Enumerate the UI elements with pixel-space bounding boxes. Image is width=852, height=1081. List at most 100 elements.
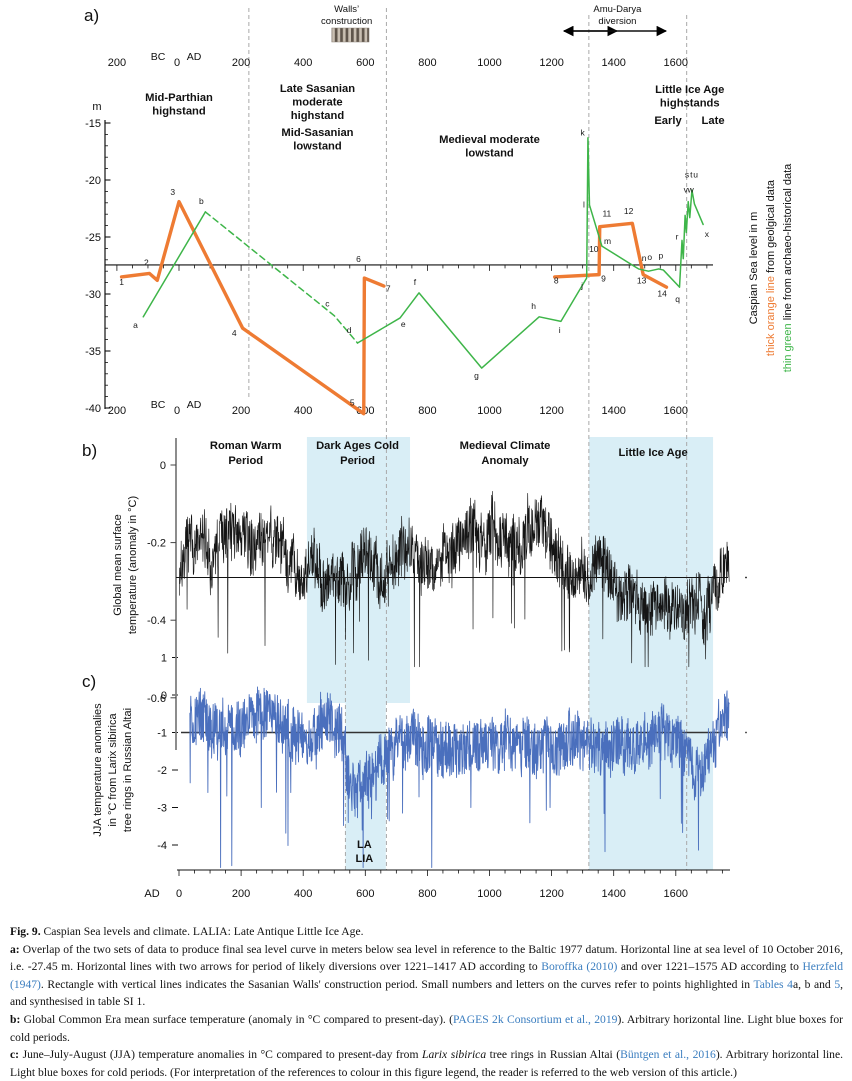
orange-point-label: 2 [144, 258, 149, 268]
period-label: Little Ice Age [655, 84, 724, 96]
period-label: Roman Warm [210, 440, 282, 452]
orange-point-label: 7 [386, 284, 391, 294]
panel-c: 1 0 -1 -2 -3 -4 JJA temperature anomalies in °C… [92, 653, 747, 900]
orange-point-label: 10 [589, 244, 599, 254]
citation-link[interactable]: Büntgen et al., 2016 [620, 1048, 716, 1062]
citation-link[interactable]: Herzfeld (1947) [10, 960, 843, 991]
axis-year-label: 1400 [601, 405, 625, 417]
panel-b-y-tick-label: -0.6 [147, 693, 166, 705]
panel-a-label: a) [84, 6, 100, 25]
orange-point-label: 6 [356, 254, 361, 264]
orange-point-label: 12 [624, 206, 634, 216]
axis-year-label: 0 [176, 888, 182, 900]
citation-link[interactable]: Tables 4 [753, 977, 793, 991]
caption-a: a: Overlap of the two sets of data to pr… [10, 942, 844, 1009]
lalia-label: LIA [356, 853, 374, 865]
period-label: highstand [152, 106, 206, 118]
line-end-dot [745, 731, 747, 734]
green-point-label: u [693, 170, 698, 180]
period-label: Little Ice Age [619, 447, 688, 459]
panel-a-top-axis-labels: 200 200 400 600 800 1000 1200 1400 1600 BC 0 AD [108, 51, 688, 69]
period-label: Mid-Sasanian [281, 127, 353, 139]
green-point-label: l [583, 199, 585, 209]
period-label: lowstand [465, 148, 514, 160]
amu-darya-label: Amu-Darya [593, 4, 642, 15]
panel-b-y-axis-title: Global mean surface [112, 514, 124, 616]
green-point-label: a [133, 320, 138, 330]
orange-point-label: 3 [170, 187, 175, 197]
axis-year-label: 400 [294, 57, 312, 69]
axis-year-label: 800 [418, 57, 436, 69]
panel-c-y-tick-label: 1 [161, 653, 167, 665]
orange-point-label: 9 [601, 273, 606, 283]
panel-b-y-tick-label: -0.2 [147, 538, 166, 550]
line-end-dot [745, 576, 747, 579]
green-point-label: n [642, 253, 647, 263]
green-point-label: o [647, 252, 652, 262]
lalia-label: LA [357, 839, 372, 851]
axis-year-label: 200 [232, 405, 250, 417]
legend-orange-line: thick orange line from geolgical data [765, 179, 777, 356]
panel-c-label: c) [82, 672, 97, 691]
y-axis-title-caspian: Caspian Sea level in m [748, 212, 760, 325]
green-point-label: h [531, 301, 536, 311]
axis-year-label: 800 [418, 405, 436, 417]
green-point-label: f [414, 277, 417, 287]
panel-a-y-tick-label: -15 [85, 118, 101, 130]
panel-b-y-tick-label: 0 [160, 460, 166, 472]
walls-construction-label: Walls’ [334, 4, 359, 15]
orange-point-label: 5 [350, 398, 355, 408]
panel-a-y-tick-label: -35 [85, 346, 101, 358]
period-label: lowstand [293, 141, 342, 153]
bc-label: BC [151, 51, 166, 63]
period-label: Early [654, 115, 682, 127]
axis-year-label: 1200 [539, 57, 563, 69]
panel-c-y-tick-label: -4 [157, 840, 167, 852]
axis-year-label: 400 [294, 888, 312, 900]
green-point-label: i [559, 325, 561, 335]
panel-c-y-tick-label: -1 [157, 728, 167, 740]
ad-label: AD [187, 399, 202, 411]
orange-point-label: 4 [232, 328, 237, 338]
green-curve-segment [356, 137, 704, 369]
orange-curve-segment [553, 221, 669, 289]
panel-c-y-tick-label: -3 [157, 803, 167, 815]
citation-link[interactable]: PAGES 2k Consortium et al., 2019 [453, 1013, 618, 1027]
panel-c-y-tick-label: -2 [157, 765, 167, 777]
green-curve-segment [204, 211, 359, 344]
panel-a-y-tick-label: -25 [85, 232, 101, 244]
axis-year-label: 1000 [477, 405, 501, 417]
citation-link[interactable]: Boroffka (2010) [541, 960, 618, 974]
period-label: Medieval moderate [439, 134, 540, 146]
green-archaeo-historical-curve: a b c d e f g h i j k l m n o p q r s t uv w x [133, 128, 710, 381]
panel-c-y-axis-title: in °C from Larix sibirica [107, 713, 119, 827]
axis-year-label: 200 [232, 888, 250, 900]
green-point-label: e [401, 319, 406, 329]
orange-point-label: 11 [602, 208, 611, 218]
global-temperature-series [178, 491, 730, 668]
citation-link[interactable]: 5 [834, 977, 841, 991]
period-label: Dark Ages Cold [316, 440, 399, 452]
axis-year-label: 600 [356, 57, 374, 69]
period-label: Anomaly [481, 455, 529, 467]
green-point-label: d [347, 325, 352, 335]
axis-year-label: 1600 [664, 888, 688, 900]
green-point-label: j [580, 280, 583, 290]
green-point-label: v [684, 185, 689, 195]
panel-c-y-tick-label: 0 [161, 690, 167, 702]
green-point-label: r [676, 231, 679, 241]
panel-b-y-axis-title: temperature (anomaly in °C) [127, 496, 139, 634]
orange-point-label: 1 [119, 277, 124, 287]
tree-ring-series [189, 686, 730, 868]
green-point-label: x [705, 229, 710, 239]
ad-label: AD [187, 51, 202, 63]
panel-b-y-tick-label: -0.4 [147, 615, 166, 627]
walls-construction-label: construction [321, 16, 372, 27]
green-point-label: b [199, 196, 204, 206]
caption-b: b: Global Common Era mean surface temper… [10, 1013, 844, 1044]
green-point-label: c [325, 299, 330, 309]
